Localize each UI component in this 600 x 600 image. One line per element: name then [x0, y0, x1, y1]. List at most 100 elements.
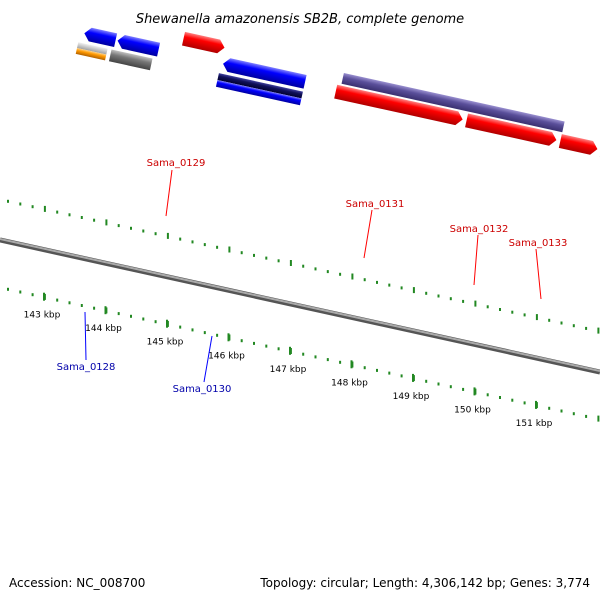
feature-dark-grey[interactable]: [108, 49, 153, 71]
gc-dot: [388, 283, 391, 287]
gc-dot: [449, 385, 452, 389]
feature-blue-block[interactable]: [215, 79, 302, 106]
gc-dot: [43, 205, 46, 212]
gc-dot: [191, 240, 194, 244]
gc-dot: [437, 294, 440, 298]
gc-dot: [117, 224, 120, 228]
gc-dot: [351, 273, 354, 280]
gc-dot: [265, 256, 268, 260]
gc-dot: [523, 401, 526, 405]
gc-dot: [511, 398, 514, 402]
gc-dot: [240, 339, 243, 343]
gc-dot: [216, 245, 219, 249]
gc-dot: [548, 318, 551, 322]
label-sama-0130[interactable]: Sama_0130: [173, 384, 232, 395]
gc-dot: [437, 382, 440, 386]
gc-dot: [363, 366, 366, 370]
gc-dot: [499, 308, 501, 311]
gc-dot: [474, 300, 477, 307]
gene-sama-0132-arrow[interactable]: [465, 113, 558, 147]
feature-orange[interactable]: [75, 48, 107, 61]
label-sama-0131[interactable]: Sama_0131: [346, 199, 405, 210]
gc-dot: [314, 267, 317, 271]
kbp-tick-label: 146 kbp: [208, 351, 245, 361]
gc-dot: [376, 368, 378, 372]
gc-dot: [203, 331, 206, 335]
gc-dot: [597, 327, 600, 334]
gc-dot: [80, 216, 83, 219]
gc-dot: [142, 229, 145, 233]
gc-dot: [388, 371, 391, 375]
gc-dot: [80, 304, 83, 307]
gene-sama-0129-arrow[interactable]: [182, 31, 226, 55]
gc-dot: [449, 297, 452, 301]
gene-reverse-arrow-2[interactable]: [116, 34, 161, 57]
gc-dot: [363, 278, 366, 282]
kbp-tick-label: 150 kbp: [454, 405, 491, 415]
gc-dot: [548, 406, 551, 410]
gc-dots-upper: [7, 199, 600, 334]
gc-dot: [253, 341, 255, 345]
gene-labels: Sama_0129 Sama_0131 Sama_0132 Sama_0133 …: [57, 158, 568, 395]
gc-dot: [166, 232, 169, 239]
gc-dot: [203, 243, 206, 247]
label-sama-0132[interactable]: Sama_0132: [450, 224, 509, 235]
backbone: [0, 237, 600, 375]
gc-dot: [339, 360, 342, 364]
gc-dot: [486, 305, 489, 309]
gc-dot: [19, 290, 22, 294]
label-sama-0133[interactable]: Sama_0133: [509, 238, 568, 249]
kbp-tick-label: 147 kbp: [270, 365, 307, 375]
gc-dot: [7, 199, 9, 203]
kbp-tick-label: 144 kbp: [85, 324, 122, 334]
gc-dot: [585, 414, 588, 418]
gc-dot: [31, 293, 34, 297]
gene-sama-0131-arrow[interactable]: [334, 84, 464, 127]
gc-dot: [597, 415, 600, 422]
gc-dot: [486, 393, 489, 397]
gc-dot: [216, 333, 219, 337]
gc-dot: [535, 314, 538, 321]
gc-dot: [191, 328, 194, 332]
gc-dot: [68, 213, 71, 217]
feature-light-grey[interactable]: [77, 42, 108, 55]
feature-navy-block[interactable]: [217, 73, 303, 99]
gc-dot: [425, 291, 428, 295]
gc-dot: [31, 205, 34, 209]
gc-dot: [400, 286, 403, 290]
gene-features: [75, 26, 600, 163]
map-title: Shewanella amazonensis SB2B, complete ge…: [136, 12, 464, 27]
accession-text: Accession: NC_008700: [9, 576, 145, 590]
gc-dot: [412, 287, 415, 294]
gc-dot: [117, 312, 120, 316]
gc-dot: [572, 324, 575, 328]
gc-dot: [179, 325, 182, 329]
gc-dot: [326, 358, 329, 362]
kbp-tick-label: 145 kbp: [147, 338, 184, 348]
gc-dot: [302, 352, 305, 356]
gc-dot: [130, 226, 132, 230]
gc-dot: [93, 306, 96, 310]
kbp-tick-label: 151 kbp: [516, 419, 553, 429]
label-sama-0129[interactable]: Sama_0129: [147, 158, 206, 169]
gc-dot: [511, 310, 514, 314]
gc-dot: [277, 259, 280, 263]
gc-dot: [105, 219, 108, 226]
gc-dot: [7, 287, 9, 291]
feature-purple-block[interactable]: [341, 72, 565, 133]
gc-dot: [253, 253, 255, 257]
gc-dot: [523, 313, 526, 317]
label-sama-0128[interactable]: Sama_0128: [57, 362, 116, 373]
gc-dot: [560, 409, 563, 413]
gc-dot: [289, 260, 292, 266]
gc-dot: [68, 301, 71, 305]
gc-dot: [339, 272, 342, 276]
gene-sama-0130-arrow[interactable]: [222, 57, 307, 89]
gc-dot: [277, 347, 280, 351]
kbp-ticks: 143 kbp 144 kbp 145 kbp 146 kbp 147 kbp 148 k…: [24, 292, 553, 429]
gene-reverse-arrow-1[interactable]: [83, 26, 118, 48]
gc-dot: [572, 412, 575, 416]
gene-sama-0133-arrow[interactable]: [558, 134, 599, 156]
